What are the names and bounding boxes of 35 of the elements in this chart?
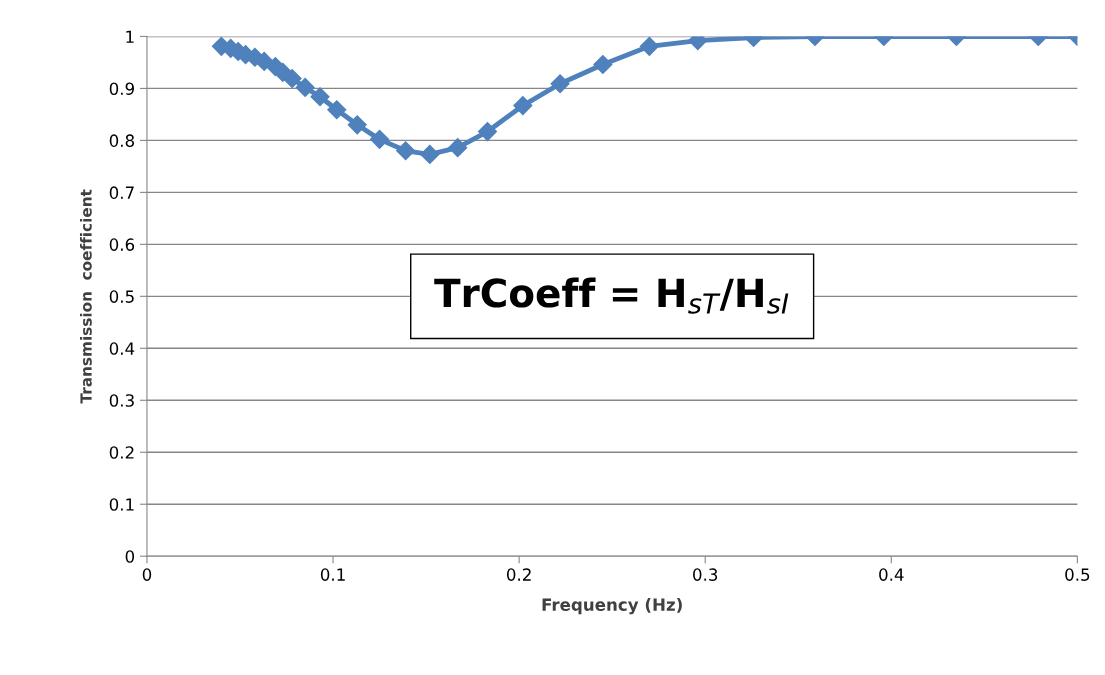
x-tick-label: 0.1 <box>320 568 345 581</box>
y-tick-label: 0 <box>125 550 135 563</box>
point <box>254 51 274 71</box>
y-tick-label: 0.7 <box>109 186 134 199</box>
point <box>347 115 367 135</box>
point <box>639 36 659 56</box>
point <box>310 87 330 107</box>
y-tick-label: 0.2 <box>109 446 134 459</box>
y-tick-label: 0.9 <box>109 82 134 95</box>
x-tick-label: 0.4 <box>879 568 904 581</box>
y-tick-label: 0.1 <box>109 498 134 511</box>
y-axis-title: Transmission coefficient <box>79 189 92 404</box>
x-axis-title: Frequency (Hz) <box>542 598 682 615</box>
point <box>593 54 613 75</box>
y-tick-label: 0.6 <box>109 238 135 251</box>
y-tick-label: 1 <box>126 30 134 43</box>
x-tick-label: 0 <box>142 568 152 581</box>
annotation: TrCoeff = H$_{sT}$/H$_{sI}$ <box>434 277 789 314</box>
x-tick-label: 0.5 <box>1065 568 1090 581</box>
point <box>370 129 390 149</box>
point <box>420 144 440 164</box>
y-tick-label: 0.3 <box>109 394 134 407</box>
point <box>448 138 468 158</box>
point <box>282 69 302 89</box>
point <box>477 122 498 142</box>
y-tick-label: 0.5 <box>109 290 134 303</box>
y-tick-label: 0.4 <box>109 342 135 355</box>
point <box>295 77 315 97</box>
point <box>327 100 347 120</box>
point <box>513 96 533 116</box>
x-tick-label: 0.3 <box>693 568 718 581</box>
x-tick-label: 0.2 <box>506 568 531 581</box>
y-tick-label: 0.8 <box>109 134 135 147</box>
point <box>396 141 416 161</box>
point <box>550 74 570 94</box>
